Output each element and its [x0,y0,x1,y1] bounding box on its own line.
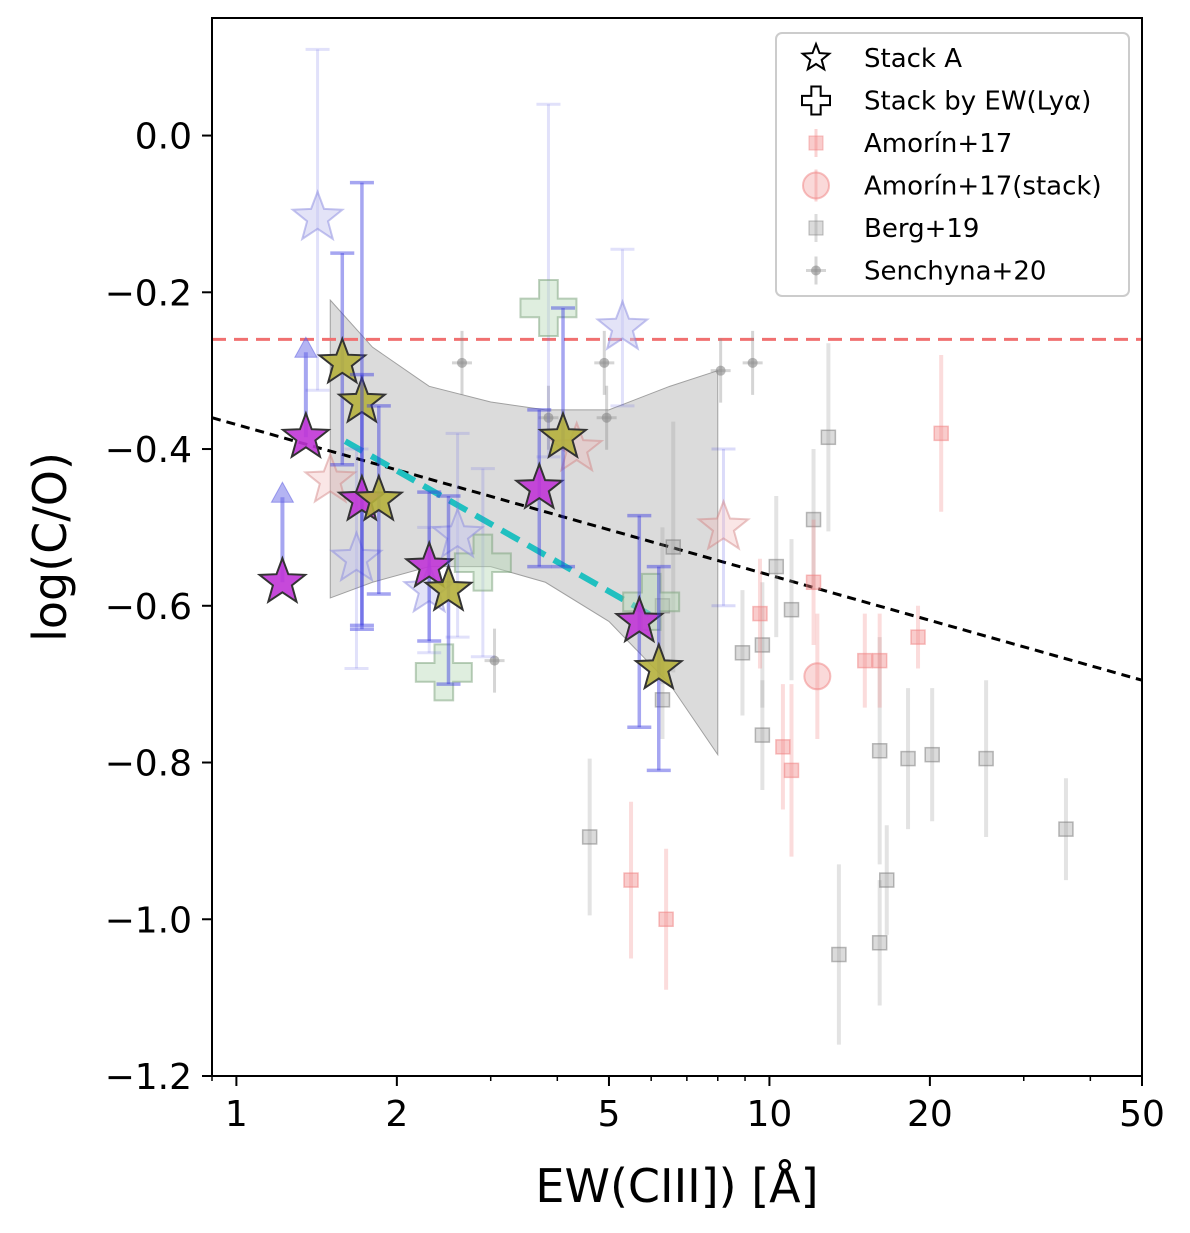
berg19-point [879,872,895,888]
legend-label: Stack A [864,44,962,74]
legend-label: Amorín+17(stack) [864,172,1102,202]
berg19-point [805,511,822,528]
stack-lya-cross [453,533,512,592]
amorin17-point [871,652,888,669]
y-tick-label: −1.0 [105,900,192,941]
faint-pink-star-point [696,498,751,551]
x-tick-label: 50 [1119,1094,1165,1135]
amorin17-point [623,872,639,888]
berg19-point [783,601,800,618]
confidence-band-layer [329,298,719,757]
senchyna20-point [543,412,554,423]
senchyna20-point [715,365,726,376]
y-tick-label: 0.0 [135,117,192,158]
berg19-point [978,750,994,767]
stack-a-limit-arrow-head [294,336,318,358]
legend: Stack A Stack by EW(Lyα) Amorín+17 Amorín+1… [775,32,1130,297]
berg19-point [831,946,847,963]
berg19-point [654,692,671,708]
stack-a-star [316,335,368,385]
stack-lya-cross [519,278,578,337]
stack-a-limit-arrow-head [270,481,295,503]
stack-a-star [403,539,455,589]
amorin17-stack-point [803,662,832,691]
stack-a-star [256,555,308,605]
stack-a-faint-star [290,188,345,242]
x-axis-title: EW(CIII]) [Å] [535,1159,818,1213]
berg19-point [820,429,837,446]
y-tick-label: −0.6 [105,587,192,628]
stack-a-faint-star [595,298,650,351]
senchyna20-point [601,412,612,423]
stack-lya-cross [622,572,681,631]
senchyna20-point [747,357,758,368]
legend-label: Senchyna+20 [864,257,1046,287]
legend-marker-star [800,41,832,72]
senchyna20-point [599,357,610,368]
y-axis-title: log(C/O) [23,452,77,642]
x-tick-label: 20 [907,1094,953,1135]
stack-a-star [280,410,332,460]
data-points-layer [256,47,1074,1045]
amorin17-point [775,739,791,755]
legend-marker-square-red [808,135,824,151]
berg19-point [581,829,598,845]
legend-marker-square-gray [808,220,824,236]
stack-a-star [336,375,388,424]
legend-marker-dot-gray [811,265,821,276]
amorin17-point [857,652,873,669]
legend-label: Amorín+17 [864,129,1012,159]
berg19-point [665,539,681,555]
stack-a-faint-star [430,506,485,559]
berg19-point [754,637,771,653]
legend-marker-circle-red [802,171,830,200]
stack-a-star [613,594,665,644]
amorin17-point [658,911,674,928]
stack-lya-cross [414,643,473,702]
y-tick-label: −0.4 [105,430,192,471]
stack-a-faint-star [329,529,384,583]
berg19-point [768,558,785,575]
berg19-point [1058,821,1074,837]
stack-a-star [422,563,475,612]
amorin17-point [910,629,926,645]
y-tick-label: −0.2 [105,273,192,314]
berg19-point [924,746,940,763]
amorin17-point [752,605,768,622]
amorin17-point [933,425,949,442]
legend-marker-cross [801,85,831,116]
legend-box [775,32,1130,297]
berg19-point [734,645,751,661]
berg19-point [654,598,671,614]
berg19-point [900,750,916,767]
senchyna20-point [489,655,500,666]
stack-a-star [633,641,685,691]
y-tick-label: −0.8 [105,744,192,785]
amorin17-point [805,574,822,591]
black-trend-line [211,416,1143,682]
berg19-point [871,743,888,759]
confidence-band [329,298,719,757]
senchyna20-point [456,357,467,368]
reference-lines-layer [211,337,1143,682]
x-tick-label: 10 [747,1094,793,1135]
legend-label: Berg+19 [864,214,979,244]
legend-label: Stack by EW(Lyα) [864,87,1091,117]
x-tick-label: 5 [598,1094,621,1135]
faint-pink-star-point [302,451,358,504]
stack-a-star [513,461,565,510]
axes-layer: 1 2 5 10 20 50 0.0 −0.2 −0.4 −0.6 −0.8 −1.0 −1.2 [105,117,1165,1135]
stack-a-star [537,410,589,460]
x-tick-label: 1 [225,1094,248,1135]
y-tick-label: −1.2 [105,1057,192,1098]
x-tick-label: 2 [385,1094,408,1135]
plot-frame [211,17,1143,1077]
berg19-point [871,935,888,951]
berg19-point [754,727,771,743]
amorin17-point [783,762,800,779]
stack-a-star [353,473,405,522]
